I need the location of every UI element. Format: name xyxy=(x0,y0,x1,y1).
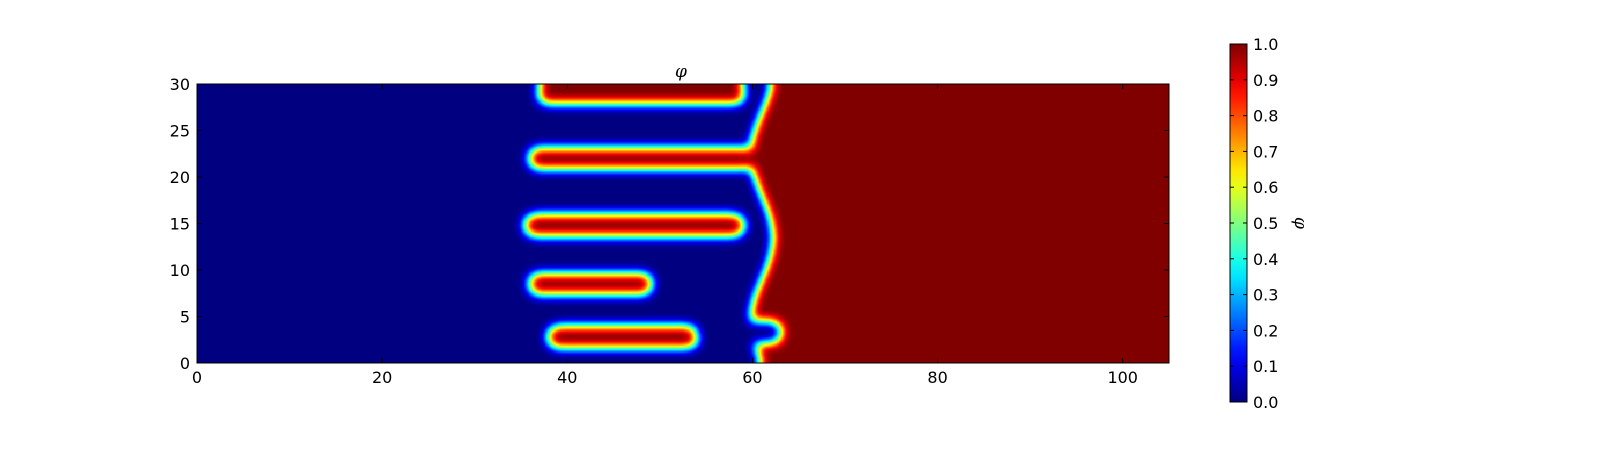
colorbar-tick-label: 0.7 xyxy=(1253,142,1278,161)
y-tick-label: 30 xyxy=(170,75,190,94)
y-tick-label: 5 xyxy=(180,308,190,327)
y-tick-label: 10 xyxy=(170,261,190,280)
colorbar-ticks: 0.0 0.1 0.2 0.3 0.4 0.5 0.6 0.7 0.8 0.9 1.0 xyxy=(1230,35,1278,412)
colorbar-tick-label: 0.8 xyxy=(1253,107,1278,126)
phase-field-image xyxy=(197,84,1169,363)
x-tick-label: 100 xyxy=(1107,368,1138,387)
x-tick-label: 0 xyxy=(192,368,202,387)
colorbar-tick-label: 0.0 xyxy=(1253,393,1278,412)
y-tick-label: 15 xyxy=(170,215,190,234)
colorbar-tick-label: 0.3 xyxy=(1253,286,1278,305)
chart-title: φ xyxy=(675,62,687,82)
y-tick-label: 0 xyxy=(180,354,190,373)
colorbar-tick-label: 0.6 xyxy=(1253,178,1278,197)
x-tick-label: 40 xyxy=(557,368,577,387)
y-axis: 0 5 10 15 20 25 30 xyxy=(170,75,1169,373)
y-tick-label: 20 xyxy=(170,168,190,187)
x-axis: 0 20 40 60 80 100 xyxy=(192,84,1138,387)
colorbar-tick-label: 0.5 xyxy=(1253,214,1278,233)
colorbar-tick-label: 0.4 xyxy=(1253,250,1278,269)
x-tick-label: 60 xyxy=(742,368,762,387)
colorbar-tick-label: 0.9 xyxy=(1253,71,1278,90)
colorbar-tick-label: 0.1 xyxy=(1253,357,1278,376)
colorbar-label: φ xyxy=(1290,217,1310,229)
x-tick-label: 80 xyxy=(927,368,947,387)
colorbar-tick-label: 0.2 xyxy=(1253,321,1278,340)
y-tick-label: 25 xyxy=(170,122,190,141)
colorbar-tick-label: 1.0 xyxy=(1253,35,1278,54)
x-tick-label: 20 xyxy=(372,368,392,387)
